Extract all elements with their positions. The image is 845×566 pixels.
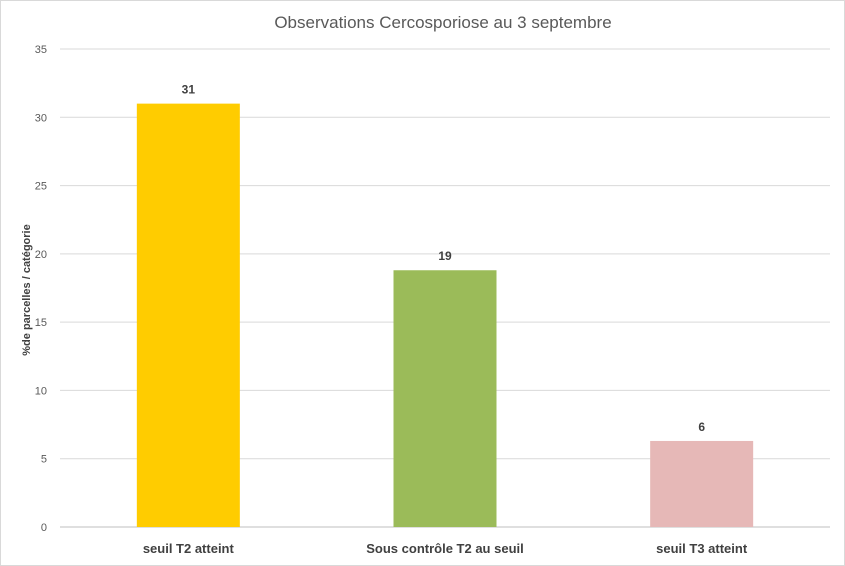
data-label: 19 (438, 249, 452, 263)
y-tick-label: 10 (35, 385, 47, 397)
data-labels: 31 19 6 (182, 83, 706, 434)
y-tick-label: 5 (41, 454, 47, 466)
y-tick-label: 20 (35, 249, 47, 261)
x-tick-label: Sous contrôle T2 au seuil (366, 541, 523, 556)
y-axis-label: %de parcelles / catégorie (21, 224, 33, 355)
chart-title: Observations Cercosporiose au 3 septembr… (274, 13, 611, 32)
bar (650, 440, 754, 527)
y-tick-label: 30 (35, 112, 47, 124)
data-label: 31 (182, 83, 196, 97)
x-tick-label: seuil T2 atteint (143, 541, 235, 556)
bar (136, 103, 240, 527)
y-tick-label: 0 (41, 522, 47, 534)
y-tick-labels: 0 5 10 15 20 25 30 35 (35, 44, 47, 534)
x-tick-labels: seuil T2 atteint Sous contrôle T2 au seui… (143, 541, 748, 556)
y-tick-label: 15 (35, 317, 47, 329)
y-tick-label: 25 (35, 181, 47, 193)
bar (393, 270, 497, 527)
y-tick-label: 35 (35, 44, 47, 56)
data-label: 6 (698, 420, 705, 434)
bars (136, 103, 754, 527)
x-tick-label: seuil T3 atteint (656, 541, 748, 556)
